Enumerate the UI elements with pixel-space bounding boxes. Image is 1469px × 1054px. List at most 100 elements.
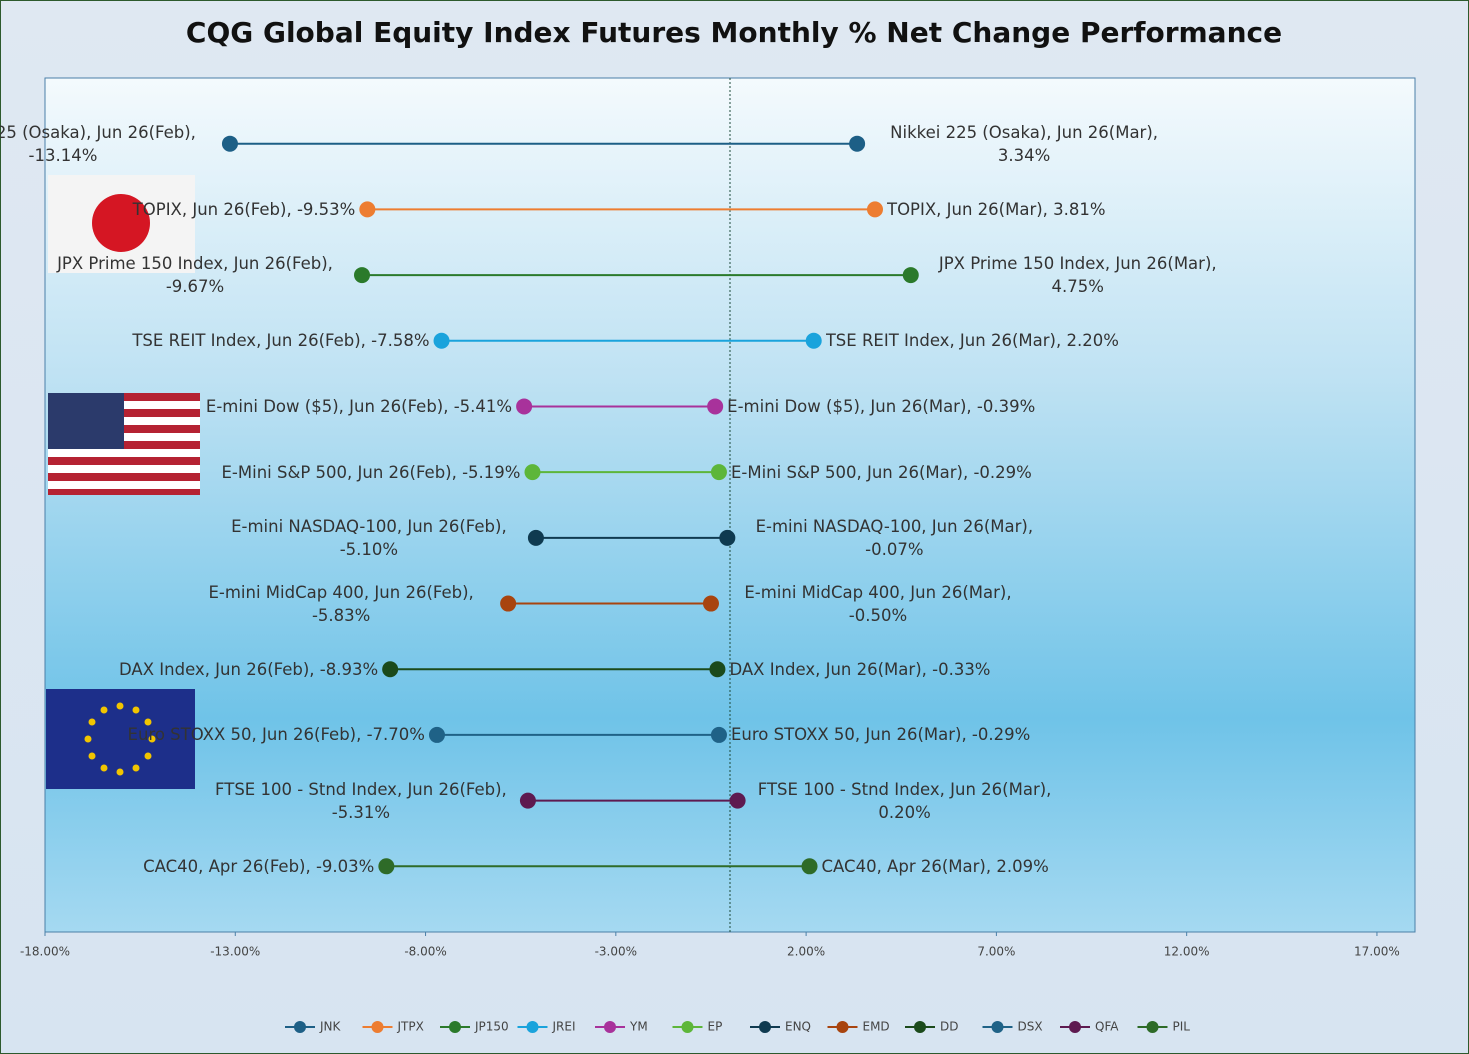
legend-marker bbox=[759, 1021, 771, 1033]
flag-japan bbox=[48, 175, 195, 273]
data-label-box: E-mini MidCap 400, Jun 26(Feb), -5.83% bbox=[186, 574, 496, 634]
legend-marker bbox=[991, 1021, 1004, 1033]
dot bbox=[801, 858, 818, 875]
data-label-box: FTSE 100 - Stnd Index, Jun 26(Mar), 0.20… bbox=[750, 771, 1060, 831]
data-label-text: E-Mini S&P 500, Jun 26(Mar), -0.29% bbox=[730, 462, 1032, 482]
data-label: TOPIX, Jun 26(Feb), -9.53% bbox=[133, 200, 356, 219]
data-label: CAC40, Apr 26(Mar), 2.09% bbox=[822, 836, 1132, 896]
data-label: CAC40, Apr 26(Feb), -9.03% bbox=[143, 857, 374, 876]
flag-usa bbox=[48, 393, 200, 495]
data-label-box: JPX Prime 150 Index, Jun 26(Feb), -9.67% bbox=[40, 245, 350, 305]
dot bbox=[902, 267, 919, 284]
data-label-box: TOPIX, Jun 26(Mar), 3.81% bbox=[887, 179, 1197, 239]
legend-label: JP150 bbox=[474, 1020, 509, 1034]
data-label-text: E-mini NASDAQ-100, Jun 26(Feb), -5.10% bbox=[231, 516, 507, 559]
data-label-text: Euro STOXX 50, Jun 26(Mar), -0.29% bbox=[730, 725, 1031, 745]
dot bbox=[500, 595, 517, 612]
data-label-text: FTSE 100 - Stnd Index, Jun 26(Mar), 0.20… bbox=[757, 779, 1052, 822]
x-tick-label: 2.00% bbox=[787, 945, 825, 959]
data-label-box: E-mini NASDAQ-100, Jun 26(Mar), -0.07% bbox=[739, 508, 1049, 568]
data-label-text: Nikkei 225 (Osaka), Jun 26(Feb), -13.14% bbox=[0, 122, 196, 165]
data-label-box: E-Mini S&P 500, Jun 26(Mar), -0.29% bbox=[731, 442, 1041, 502]
legend-marker bbox=[294, 1021, 306, 1033]
dot bbox=[709, 661, 726, 678]
legend-label: EP bbox=[708, 1020, 723, 1034]
legend-label: JTPX bbox=[397, 1020, 424, 1034]
data-label: E-mini Dow ($5), Jun 26(Mar), -0.39% bbox=[727, 397, 1035, 416]
data-label: TSE REIT Index, Jun 26(Mar), 2.20% bbox=[826, 331, 1119, 350]
data-label-box: Nikkei 225 (Osaka), Jun 26(Mar), 3.34% bbox=[869, 114, 1179, 174]
legend-marker bbox=[526, 1021, 539, 1033]
data-label: E-Mini S&P 500, Jun 26(Feb), -5.19% bbox=[210, 442, 521, 502]
data-label-text: DAX Index, Jun 26(Feb), -8.93% bbox=[119, 659, 379, 679]
data-label-box: E-mini MidCap 400, Jun 26(Mar), -0.50% bbox=[723, 574, 1033, 634]
dot bbox=[433, 332, 450, 349]
data-label-box: Nikkei 225 (Osaka), Jun 26(Feb), -13.14% bbox=[0, 114, 218, 174]
data-label-box: DAX Index, Jun 26(Feb), -8.93% bbox=[68, 639, 378, 699]
data-label: E-mini NASDAQ-100, Jun 26(Mar), -0.07% bbox=[739, 508, 1049, 568]
data-label-text: FTSE 100 - Stnd Index, Jun 26(Feb), -5.3… bbox=[215, 779, 507, 822]
dot bbox=[359, 201, 376, 218]
data-label-box: TSE REIT Index, Jun 26(Feb), -7.58% bbox=[120, 311, 430, 371]
data-label-box: Euro STOXX 50, Jun 26(Mar), -0.29% bbox=[731, 705, 1041, 765]
legend-label: QFA bbox=[1095, 1020, 1119, 1034]
legend-marker bbox=[836, 1021, 849, 1033]
data-label: E-mini MidCap 400, Jun 26(Feb), -5.83% bbox=[186, 574, 496, 634]
data-label: FTSE 100 - Stnd Index, Jun 26(Feb), -5.3… bbox=[206, 771, 516, 831]
dot bbox=[428, 726, 445, 743]
legend-label: JNK bbox=[319, 1020, 342, 1034]
legend-marker bbox=[1146, 1021, 1159, 1033]
dot bbox=[519, 792, 536, 809]
x-tick-label: -8.00% bbox=[404, 945, 446, 959]
legend-label: YM bbox=[629, 1020, 648, 1034]
plot-area bbox=[44, 77, 1416, 933]
data-label-text: JPX Prime 150 Index, Jun 26(Mar), 4.75% bbox=[938, 254, 1217, 297]
data-label: E-mini MidCap 400, Jun 26(Mar), -0.50% bbox=[723, 574, 1033, 634]
data-label-text: TSE REIT Index, Jun 26(Feb), -7.58% bbox=[132, 331, 430, 351]
data-label: TOPIX, Jun 26(Mar), 3.81% bbox=[887, 179, 1197, 239]
data-label-box: DAX Index, Jun 26(Mar), -0.33% bbox=[729, 639, 1039, 699]
x-tick-label: 7.00% bbox=[977, 945, 1015, 959]
legend-label: DSX bbox=[1018, 1020, 1043, 1034]
dot bbox=[702, 595, 719, 612]
data-label-box: CAC40, Apr 26(Mar), 2.09% bbox=[822, 836, 1132, 896]
data-label-text: TOPIX, Jun 26(Mar), 3.81% bbox=[886, 199, 1106, 219]
data-label: Nikkei 225 (Osaka), Jun 26(Mar), 3.34% bbox=[869, 114, 1179, 174]
legend-label: JREI bbox=[552, 1020, 576, 1034]
data-label-text: E-mini Dow ($5), Jun 26(Feb), -5.41% bbox=[205, 396, 513, 416]
data-label-text: JPX Prime 150 Index, Jun 26(Feb), -9.67% bbox=[57, 254, 333, 297]
dot bbox=[719, 529, 736, 546]
legend-label: PIL bbox=[1173, 1020, 1191, 1034]
data-label-box: Euro STOXX 50, Jun 26(Feb), -7.70% bbox=[115, 705, 425, 765]
data-label-box: E-Mini S&P 500, Jun 26(Feb), -5.19% bbox=[210, 442, 521, 502]
dot bbox=[524, 464, 541, 481]
dot bbox=[516, 398, 533, 415]
dot bbox=[866, 201, 883, 218]
data-label: TSE REIT Index, Jun 26(Feb), -7.58% bbox=[120, 311, 430, 371]
data-label-text: Euro STOXX 50, Jun 26(Feb), -7.70% bbox=[127, 725, 425, 745]
data-label-box: E-mini Dow ($5), Jun 26(Feb), -5.41% bbox=[202, 376, 512, 436]
data-label-text: E-mini MidCap 400, Jun 26(Feb), -5.83% bbox=[208, 582, 474, 625]
data-label-text: E-mini MidCap 400, Jun 26(Mar), -0.50% bbox=[744, 582, 1012, 625]
data-label: E-mini NASDAQ-100, Jun 26(Feb), -5.10% bbox=[231, 516, 507, 559]
data-label-text: E-mini NASDAQ-100, Jun 26(Mar), -0.07% bbox=[755, 516, 1034, 559]
data-label-box: FTSE 100 - Stnd Index, Jun 26(Feb), -5.3… bbox=[206, 771, 516, 831]
x-tick-label: -18.00% bbox=[20, 945, 70, 959]
flag-eu bbox=[46, 689, 195, 789]
dot bbox=[729, 792, 746, 809]
x-tick-label: 12.00% bbox=[1164, 945, 1210, 959]
data-label: Nikkei 225 (Osaka), Jun 26(Feb), -13.14% bbox=[0, 114, 218, 174]
data-label: E-Mini S&P 500, Jun 26(Mar), -0.29% bbox=[731, 442, 1041, 502]
legend-label: EMD bbox=[863, 1020, 890, 1034]
data-label: FTSE 100 - Stnd Index, Jun 26(Mar), 0.20… bbox=[750, 771, 1060, 831]
x-tick-label: 17.00% bbox=[1354, 945, 1400, 959]
dot bbox=[382, 661, 399, 678]
dot bbox=[707, 398, 724, 415]
dot bbox=[710, 464, 727, 481]
legend-label: ENQ bbox=[785, 1020, 811, 1034]
chart-title: CQG Global Equity Index Futures Monthly … bbox=[186, 16, 1282, 49]
legend-marker bbox=[681, 1021, 694, 1033]
data-label-box: JPX Prime 150 Index, Jun 26(Mar), 4.75% bbox=[923, 245, 1233, 305]
legend-marker bbox=[604, 1021, 616, 1033]
data-label: Euro STOXX 50, Jun 26(Mar), -0.29% bbox=[731, 705, 1041, 765]
